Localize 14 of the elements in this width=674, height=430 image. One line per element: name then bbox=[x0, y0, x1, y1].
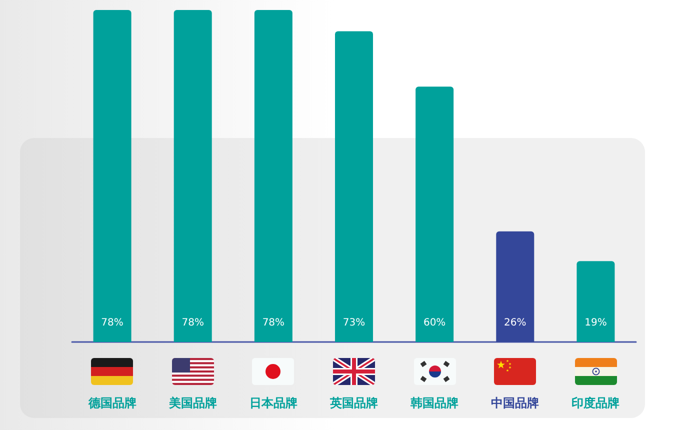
data-label: 78% bbox=[182, 318, 204, 328]
x-tick-label: 韩国品牌 bbox=[410, 396, 459, 410]
x-tick-label: 英国品牌 bbox=[329, 396, 378, 410]
data-label: 78% bbox=[101, 318, 124, 328]
x-tick-label: 德国品牌 bbox=[87, 396, 136, 410]
data-label: 26% bbox=[504, 318, 526, 328]
x-tick-label: 中国品牌 bbox=[491, 396, 540, 410]
data-label: 19% bbox=[584, 318, 607, 328]
x-tick-label: 印度品牌 bbox=[572, 396, 620, 410]
data-label: 60% bbox=[423, 318, 446, 328]
x-tick-label: 美国品牌 bbox=[168, 396, 217, 410]
data-label: 73% bbox=[342, 318, 366, 328]
x-tick-label: 日本品牌 bbox=[249, 396, 298, 410]
data-label: 78% bbox=[262, 318, 285, 328]
